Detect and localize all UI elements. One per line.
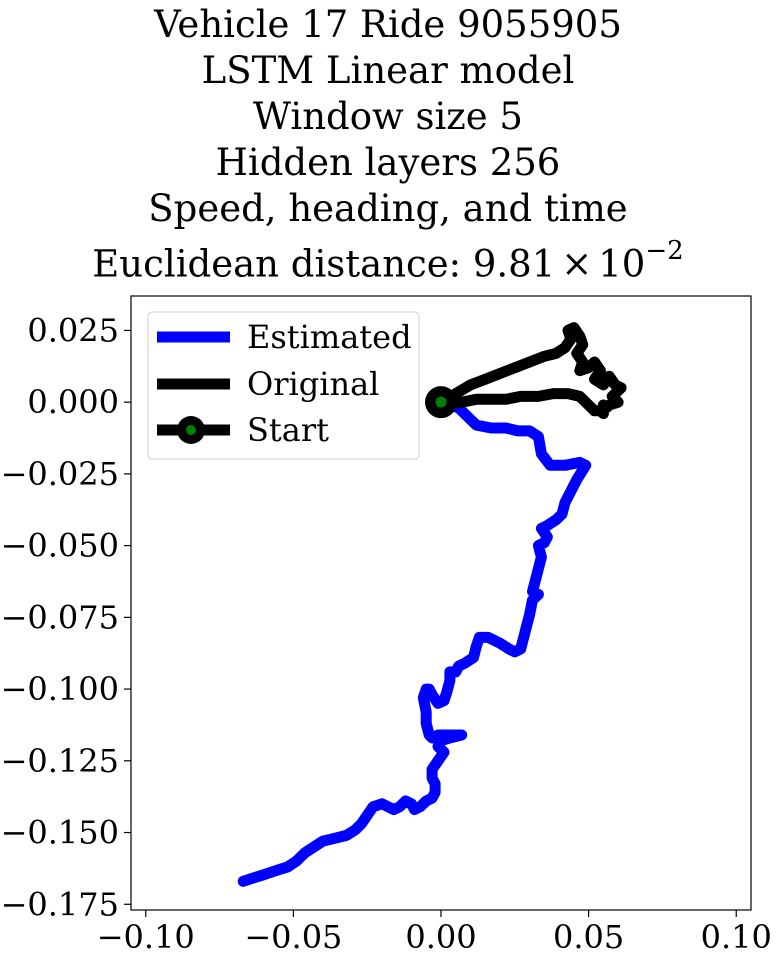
y-tick-label: 0.025 xyxy=(27,311,119,349)
x-tick-label: 0.05 xyxy=(553,918,624,956)
metric-times: × xyxy=(561,242,593,286)
series-line-original xyxy=(435,322,627,420)
legend: Estimated Original Start xyxy=(147,311,420,460)
title-line-hidden: Hidden layers 256 xyxy=(215,141,561,184)
chart-title: Vehicle 17 Ride 9055905 LSTM Linear mode… xyxy=(0,2,776,287)
y-tick-label: −0.075 xyxy=(1,598,119,636)
y-tick-label: −0.025 xyxy=(1,455,119,493)
legend-label-estimated: Estimated xyxy=(247,318,412,356)
title-line-model: LSTM Linear model xyxy=(201,49,575,92)
title-line-vehicle: Vehicle 17 Ride 9055905 xyxy=(154,3,622,46)
y-tick-label: −0.150 xyxy=(1,814,119,852)
metric-exponent: −2 xyxy=(645,236,684,266)
title-line-window: Window size 5 xyxy=(253,95,523,138)
y-tick-label: −0.125 xyxy=(1,742,119,780)
x-tick-label: −0.10 xyxy=(97,918,195,956)
x-tick-label: 0.00 xyxy=(405,918,476,956)
series-line-estimated xyxy=(237,396,592,887)
x-axis: −0.10 −0.05 0.00 0.05 0.10 xyxy=(97,910,772,956)
y-tick-label: −0.175 xyxy=(1,885,119,923)
y-tick-label: −0.100 xyxy=(1,670,119,708)
y-tick-label: −0.050 xyxy=(1,527,119,565)
legend-box xyxy=(147,311,420,460)
metric-base: 10 xyxy=(598,242,646,286)
y-tick-label: 0.000 xyxy=(27,383,119,421)
legend-start-marker-center xyxy=(186,425,196,435)
y-axis: 0.025 0.000 −0.025 −0.050 −0.075 −0.100 −0.125… xyxy=(1,311,131,923)
series-layer xyxy=(237,322,627,887)
x-tick-label: −0.05 xyxy=(244,918,342,956)
x-tick-label: 0.10 xyxy=(701,918,772,956)
start-marker-center xyxy=(435,396,447,408)
legend-label-original: Original xyxy=(247,365,379,403)
title-line-metric: Euclidean distance: 9.81 × 10−2 xyxy=(0,232,776,287)
metric-label: Euclidean distance: 9.81 xyxy=(92,242,556,286)
legend-label-start: Start xyxy=(247,411,329,449)
title-line-features: Speed, heading, and time xyxy=(148,187,628,230)
